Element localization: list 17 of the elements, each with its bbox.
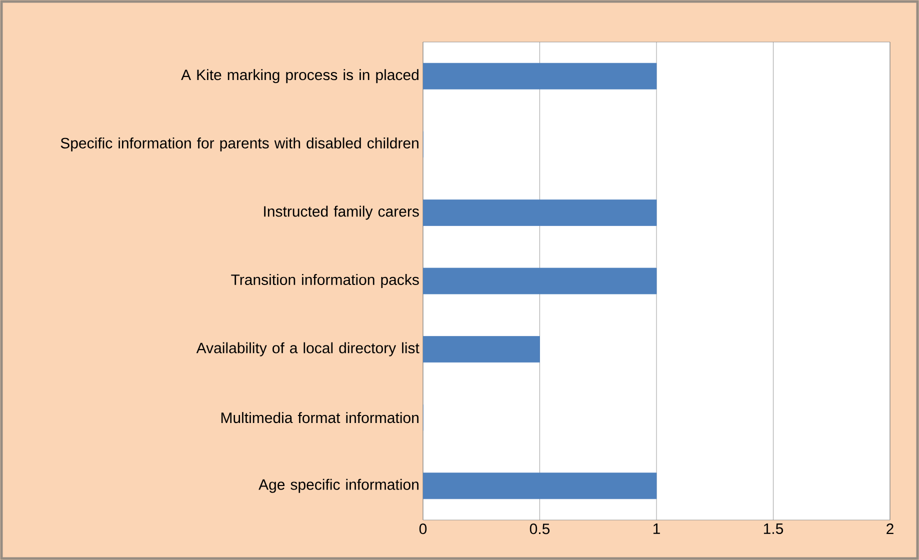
y-tick-label: Multimedia format information (221, 412, 418, 424)
bar (423, 472, 657, 500)
bar (423, 268, 657, 294)
y-tick-label: Age specific information (258, 478, 418, 493)
y-tick-label: Instructed family carers (264, 206, 419, 220)
y-tick-label: Availability of a local directory list (196, 342, 420, 356)
y-tick-label: Transition information packs (231, 274, 419, 288)
bar (423, 336, 540, 362)
bar (423, 200, 657, 226)
x-tick-label: 1 (653, 524, 660, 534)
x-tick-label: 0 (419, 524, 427, 534)
y-tick-label: Specific information for parents with disabled children (60, 137, 418, 152)
x-tick-label: 0.5 (530, 524, 550, 534)
x-tick-label: 2 (886, 524, 894, 534)
bar (423, 62, 657, 90)
x-tick-label: 1.5 (764, 524, 784, 534)
y-tick-label: A Kite marking process is in placed (181, 69, 418, 84)
